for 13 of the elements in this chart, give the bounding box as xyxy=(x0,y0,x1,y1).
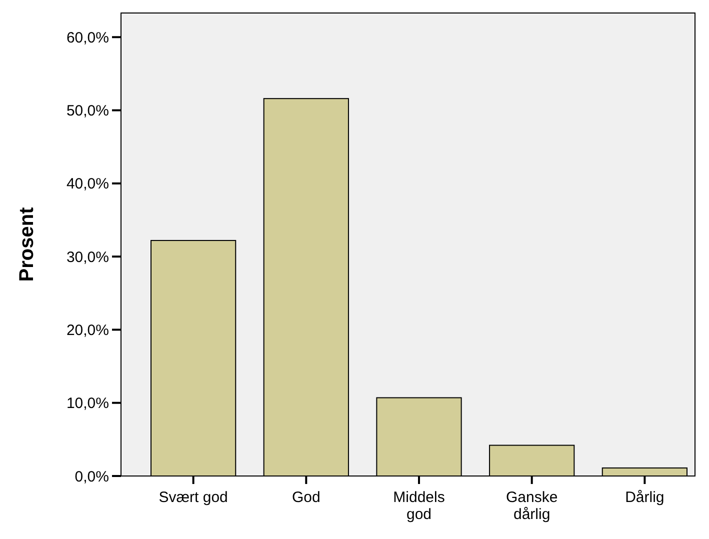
x-tick-label: Ganske dårlig xyxy=(506,489,558,523)
y-tick-label: 50,0% xyxy=(66,102,109,120)
y-tick-label: 10,0% xyxy=(66,395,109,412)
y-axis-title: Prosent xyxy=(16,206,38,282)
y-tick-label: 40,0% xyxy=(66,176,109,193)
y-tick-label: 60,0% xyxy=(66,29,109,46)
y-tick-label: 30,0% xyxy=(66,248,109,266)
x-tick-label: God xyxy=(292,489,320,506)
y-tick-label: 0,0% xyxy=(74,468,109,486)
y-tick-label: 20,0% xyxy=(66,322,109,339)
x-tick-label: Dårlig xyxy=(625,489,664,506)
x-tick-label: Middels god xyxy=(393,489,445,523)
x-tick-label: Svært god xyxy=(158,489,228,506)
